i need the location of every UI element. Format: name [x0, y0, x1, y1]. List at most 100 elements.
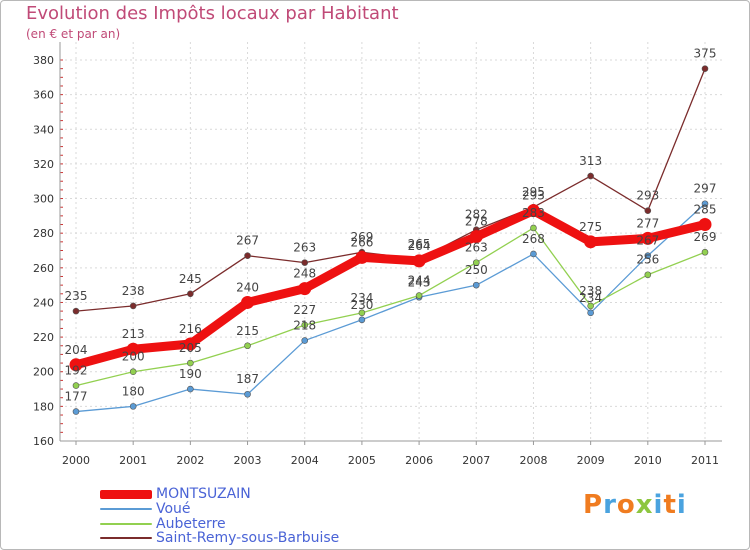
data-point-saint-remy: [701, 65, 709, 72]
data-point-saint-remy: [587, 172, 594, 180]
x-tick-label: 2006: [405, 454, 433, 467]
x-tick-label: 2003: [234, 454, 262, 467]
data-point-aubeterre: [72, 382, 80, 389]
x-tick-label: 2000: [62, 454, 90, 467]
data-label-montsuzain: 264: [408, 239, 431, 253]
data-label-aubeterre: 269: [694, 230, 717, 244]
series-line-montsuzain: [71, 206, 710, 370]
data-label-montsuzain: 248: [293, 267, 316, 281]
data-label-saint-remy: 375: [694, 47, 717, 61]
data-point-saint-remy: [244, 252, 251, 259]
x-tick-label: 2002: [176, 454, 204, 467]
legend-label-montsuzain: MONTSUZAIN: [156, 486, 251, 502]
data-label-montsuzain: 240: [236, 280, 259, 294]
logo-letter: r: [603, 490, 617, 520]
legend-item-aubeterre: Aubeterre: [100, 516, 226, 532]
data-label-aubeterre: 192: [65, 364, 88, 378]
data-label-voue: 250: [465, 263, 488, 277]
data-point-saint-remy: [187, 290, 194, 298]
y-tick-label: 380: [33, 54, 54, 67]
data-point-montsuzain: [526, 204, 540, 218]
legend-swatch-saint-remy: [100, 537, 152, 539]
chart-subtitle: (en € et par an): [26, 27, 121, 41]
data-point-aubeterre: [301, 321, 309, 329]
data-label-montsuzain: 278: [465, 215, 488, 229]
x-tick-label: 2004: [291, 454, 319, 467]
data-point-voue: [644, 252, 652, 259]
data-label-saint-remy: 235: [65, 289, 88, 303]
data-label-aubeterre: 227: [293, 303, 316, 317]
data-label-aubeterre: 244: [408, 274, 431, 288]
legend-item-voue: Voué: [100, 501, 191, 517]
y-tick-label: 340: [33, 123, 54, 136]
data-point-aubeterre: [530, 224, 537, 232]
data-point-voue: [587, 309, 594, 317]
data-point-voue: [701, 200, 709, 208]
data-point-voue: [129, 403, 137, 410]
data-label-aubeterre: 283: [522, 206, 545, 220]
data-label-voue: 180: [122, 384, 145, 398]
data-label-saint-remy: 245: [179, 272, 202, 286]
x-tick-label: 2011: [691, 454, 719, 467]
data-label-saint-remy: 238: [122, 284, 145, 298]
data-label-voue: 297: [694, 182, 717, 196]
data-point-aubeterre: [644, 271, 652, 279]
y-tick-label: 280: [33, 227, 54, 240]
data-label-aubeterre: 263: [465, 241, 488, 255]
legend-swatch-montsuzain: [100, 489, 152, 499]
y-tick-label: 360: [33, 89, 54, 102]
data-label-voue: 190: [179, 367, 202, 381]
data-label-aubeterre: 234: [350, 291, 373, 305]
data-label-montsuzain: 275: [579, 220, 602, 234]
chart-title: Evolution des Impôts locaux par Habitant: [26, 3, 399, 24]
data-label-saint-remy: 269: [350, 230, 373, 244]
data-label-voue: 230: [350, 298, 373, 312]
data-point-voue: [301, 337, 309, 344]
data-point-montsuzain: [641, 231, 655, 245]
data-point-montsuzain: [698, 218, 712, 232]
legend-swatch-aubeterre: [100, 523, 152, 525]
proxiti-logo: Proxiti: [583, 490, 687, 520]
logo-letter: o: [616, 490, 636, 520]
data-label-voue: 234: [579, 291, 602, 305]
data-point-aubeterre: [587, 302, 594, 310]
data-label-saint-remy: 313: [579, 154, 602, 168]
data-label-montsuzain: 204: [65, 343, 88, 357]
data-point-voue: [358, 316, 366, 324]
y-tick-label: 200: [33, 366, 54, 379]
data-label-saint-remy: 265: [408, 237, 431, 251]
legend-label-voue: Voué: [156, 501, 191, 517]
logo-letter: t: [663, 490, 677, 520]
data-label-montsuzain: 266: [350, 235, 373, 249]
y-tick-label: 220: [33, 331, 54, 344]
series-line-aubeterre: [75, 227, 706, 387]
logo-letter: i: [676, 490, 687, 520]
logo-letter: i: [653, 490, 664, 520]
legend-item-saint-remy: Saint-Remy-sous-Barbuise: [100, 530, 339, 546]
data-point-aubeterre: [187, 359, 194, 367]
data-point-voue: [244, 390, 251, 398]
data-point-voue: [530, 250, 537, 258]
data-point-saint-remy: [644, 207, 652, 214]
data-label-voue: 243: [408, 275, 431, 289]
x-tick-label: 2008: [519, 454, 547, 467]
data-point-montsuzain: [355, 250, 369, 264]
data-point-montsuzain: [183, 337, 197, 351]
data-point-montsuzain: [298, 282, 312, 296]
data-point-aubeterre: [129, 368, 137, 376]
data-point-saint-remy: [72, 307, 80, 315]
series-line-voue: [75, 203, 706, 413]
y-tick-label: 240: [33, 296, 54, 309]
legend-swatch-voue: [100, 508, 152, 510]
data-label-voue: 187: [236, 372, 259, 386]
data-label-montsuzain: 293: [522, 189, 545, 203]
data-point-voue: [472, 281, 480, 289]
data-point-saint-remy: [301, 259, 309, 266]
data-point-voue: [187, 385, 194, 393]
data-label-aubeterre: 238: [579, 284, 602, 298]
x-tick-label: 2001: [119, 454, 147, 467]
data-label-montsuzain: 213: [122, 327, 145, 341]
data-label-saint-remy: 267: [236, 234, 259, 248]
data-label-saint-remy: 293: [636, 189, 659, 203]
